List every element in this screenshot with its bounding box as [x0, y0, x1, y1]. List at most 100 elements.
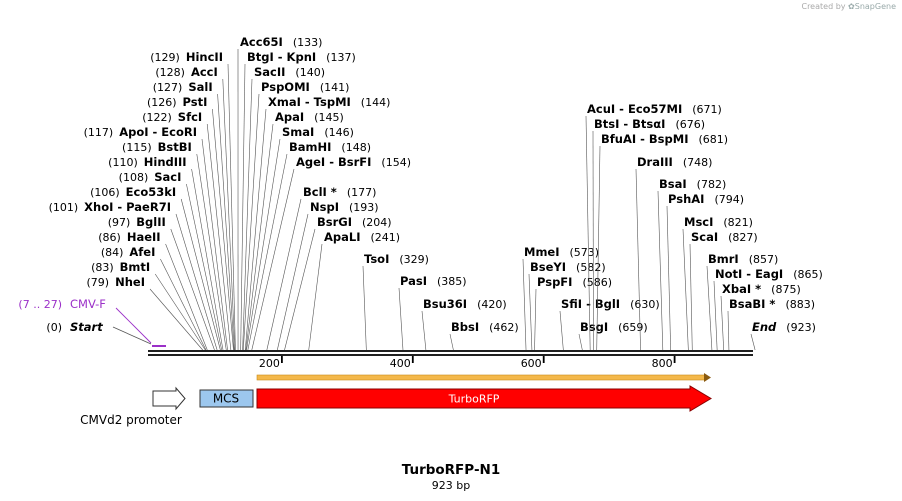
- map-size: 923 bp: [431, 479, 471, 492]
- enzyme-site-pspfi[interactable]: PspFI (586): [534, 275, 613, 351]
- orf-bar[interactable]: [256, 373, 711, 382]
- enzyme-site-bamhi[interactable]: BamHI (148): [247, 140, 371, 351]
- enzyme-site-hincii[interactable]: (129) HincII: [150, 50, 236, 351]
- enzyme-pos: (923): [786, 321, 816, 334]
- enzyme-site-acci[interactable]: (128) AccI: [155, 65, 236, 351]
- enzyme-site-sacii[interactable]: SacII (140): [242, 65, 325, 351]
- enzyme-site-bfuai-bspmi[interactable]: BfuAI - BspMI (681): [596, 132, 728, 351]
- enzyme-site-pasi[interactable]: PasI (385): [398, 274, 467, 351]
- enzyme-site-sfii-bgli[interactable]: SfiI - BglI (630): [559, 297, 660, 351]
- enzyme-site-end[interactable]: End (923): [750, 320, 816, 351]
- enzyme-site-acc65i[interactable]: Acc65I (133): [237, 35, 322, 351]
- enzyme-pos: (144): [361, 96, 391, 109]
- mcs-feature[interactable]: MCS: [199, 389, 254, 408]
- enzyme-site-apai[interactable]: ApaI (145): [245, 110, 344, 351]
- enzyme-name: ApaLI: [324, 230, 361, 244]
- enzyme-label: Bsu36I (420): [423, 297, 507, 311]
- enzyme-site-bcli[interactable]: BclI * (177): [266, 185, 377, 351]
- enzyme-label: NspI (193): [310, 200, 379, 214]
- enzyme-leader-line: [180, 198, 221, 351]
- enzyme-site-sali[interactable]: (127) SalI: [153, 80, 235, 351]
- enzyme-label: (86) HaeII: [98, 230, 160, 244]
- enzyme-site-agei-bsrfi[interactable]: AgeI - BsrFI (154): [251, 155, 411, 351]
- enzyme-leader-line: [720, 295, 724, 351]
- enzyme-site-pshai[interactable]: PshAI (794): [666, 192, 744, 351]
- enzyme-site-mmei[interactable]: MmeI (573): [522, 245, 599, 351]
- enzyme-leader-line: [578, 333, 583, 351]
- enzyme-site-nspi[interactable]: NspI (193): [277, 200, 379, 351]
- enzyme-site-bsu36i[interactable]: Bsu36I (420): [421, 297, 507, 351]
- turborfp-feature[interactable]: TurboRFP: [256, 385, 712, 412]
- credit-text: Created by: [801, 2, 846, 11]
- enzyme-site-hindiii[interactable]: (110) HindIII: [108, 155, 224, 351]
- enzyme-site-btgi-kpni[interactable]: BtgI - KpnI (137): [240, 50, 356, 351]
- enzyme-site-smai[interactable]: SmaI (146): [246, 125, 354, 351]
- enzyme-name: BglII: [136, 215, 166, 229]
- enzyme-site-nhei[interactable]: (79) NheI: [87, 275, 203, 351]
- enzyme-site-noti-eagi[interactable]: NotI - EagI (865): [713, 267, 823, 351]
- enzyme-name: PstI: [183, 95, 208, 109]
- enzyme-site-afei[interactable]: (84) AfeI: [101, 245, 207, 351]
- enzyme-name: PshAI: [668, 192, 704, 206]
- enzyme-site-msci[interactable]: MscI (821): [682, 215, 753, 351]
- enzyme-site-draiii[interactable]: DraIII (748): [635, 155, 712, 351]
- enzyme-site-apoi-ecori[interactable]: (117) ApoI - EcoRI: [84, 125, 228, 351]
- enzyme-name: MscI: [684, 215, 713, 229]
- enzyme-name: BclI *: [303, 185, 337, 199]
- enzyme-name: NheI: [115, 275, 145, 289]
- enzyme-site-bsgi[interactable]: BsgI (659): [578, 320, 648, 351]
- enzyme-site-pspomi[interactable]: PspOMI (141): [242, 80, 349, 351]
- cmv-f-primer[interactable]: (7 .. 27) CMV-F: [18, 297, 166, 347]
- enzyme-name: BbsI: [451, 320, 479, 334]
- enzyme-name: XmaI - TspMI: [268, 95, 351, 109]
- enzyme-leader-line: [196, 153, 227, 351]
- enzyme-site-bmti[interactable]: (83) BmtI: [91, 260, 206, 351]
- enzyme-name: DraIII: [637, 155, 673, 169]
- enzyme-site-acui-eco57mi[interactable]: AcuI - Eco57MI (671): [585, 102, 722, 351]
- enzyme-leader-line: [362, 265, 367, 351]
- enzyme-pos: (630): [630, 298, 660, 311]
- credit-brand: SnapGene: [854, 2, 896, 11]
- enzyme-leader-line: [635, 168, 641, 351]
- tick-label-200: 200: [259, 357, 280, 370]
- enzyme-label: BtgI - KpnI (137): [247, 50, 356, 64]
- enzyme-label: BsgI (659): [580, 320, 648, 334]
- enzyme-name: SmaI: [282, 125, 314, 139]
- enzyme-label: BmrI (857): [708, 252, 778, 266]
- enzyme-site-bsrgi[interactable]: BsrGI (204): [284, 215, 392, 351]
- enzyme-label: TsoI (329): [364, 252, 429, 266]
- enzyme-name: End: [752, 320, 777, 334]
- cmvd2-promoter-label: CMVd2 promoter: [80, 413, 182, 427]
- enzyme-label: (128) AccI: [155, 65, 217, 79]
- enzyme-site-btsi-bts-i[interactable]: BtsI - BtsαI (676): [592, 117, 705, 351]
- enzyme-label: MmeI (573): [524, 245, 599, 259]
- enzyme-pos: (586): [582, 276, 612, 289]
- enzyme-site-xbai[interactable]: XbaI * (875): [720, 282, 801, 351]
- enzyme-site-saci[interactable]: (108) SacI: [119, 170, 222, 351]
- enzyme-site-bmri[interactable]: BmrI (857): [706, 252, 778, 351]
- enzyme-site-psti[interactable]: (126) PstI: [147, 95, 234, 351]
- enzyme-label: PasI (385): [400, 274, 467, 288]
- enzyme-name: ApaI: [275, 110, 304, 124]
- enzyme-site-apali[interactable]: ApaLI (241): [308, 230, 400, 351]
- tick-label-600: 600: [521, 357, 542, 370]
- enzyme-site-xmai-tspmi[interactable]: XmaI - TspMI (144): [244, 95, 391, 351]
- enzyme-site-bglii[interactable]: (97) BglII: [108, 215, 215, 351]
- enzyme-site-bstbi[interactable]: (115) BstBI: [122, 140, 227, 351]
- enzyme-label: AcuI - Eco57MI (671): [587, 102, 722, 116]
- enzyme-site-bsai[interactable]: BsaI (782): [657, 177, 726, 351]
- enzyme-label: (110) HindIII: [108, 155, 186, 169]
- enzyme-site-bbsi[interactable]: BbsI (462): [449, 320, 519, 351]
- enzyme-leader-line: [165, 243, 208, 351]
- enzyme-label: (117) ApoI - EcoRI: [84, 125, 197, 139]
- enzyme-site-eco53ki[interactable]: (106) Eco53kI: [90, 185, 221, 351]
- enzyme-site-haeii[interactable]: (86) HaeII: [98, 230, 208, 351]
- enzyme-leader-line: [666, 205, 671, 351]
- enzyme-site-scai[interactable]: ScaI (827): [689, 230, 758, 351]
- enzyme-site-bsabi[interactable]: BsaBI * (883): [727, 297, 815, 351]
- enzyme-site-sfci[interactable]: (122) SfcI: [142, 110, 232, 351]
- enzyme-site-xhoi-paer7i[interactable]: (101) XhoI - PaeR7I: [49, 200, 218, 351]
- enzyme-site-tsoi[interactable]: TsoI (329): [362, 252, 429, 351]
- cmvd2-promoter-feature[interactable]: CMVd2 promoter: [80, 386, 186, 427]
